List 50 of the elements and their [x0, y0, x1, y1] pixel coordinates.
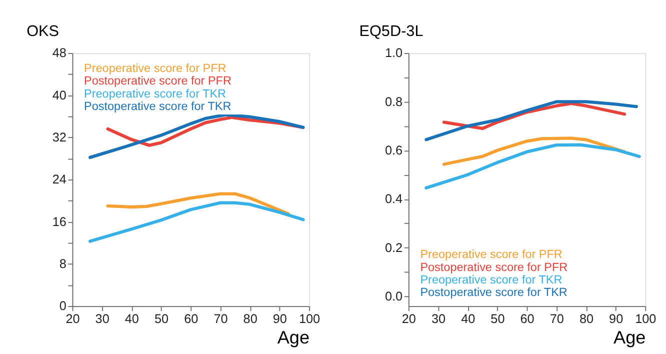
x-tick-label: 80: [243, 312, 258, 326]
chart-title: EQ5D-3L: [359, 22, 424, 40]
x-tick-label: 100: [635, 312, 656, 326]
x-tick-label: 50: [490, 312, 505, 326]
line-series: [424, 100, 638, 142]
x-tick-label: 20: [66, 312, 80, 326]
y-tick-label: 0.2: [385, 240, 403, 255]
x-tick-label: 60: [520, 312, 534, 326]
y-tick-label: 1.0: [385, 46, 403, 60]
series-label: Postoperative score for TKR: [84, 100, 232, 113]
y-tick-label: 16: [52, 214, 66, 229]
y-tick-label: 32: [52, 130, 66, 144]
y-tick-label: 0: [59, 299, 66, 314]
text: Preoperative score for TKR: [420, 274, 562, 286]
text: Preoperative score for PFR: [84, 62, 226, 76]
text: Postoperative score for PFR: [84, 74, 232, 88]
x-tick-label: 40: [461, 312, 476, 326]
line-series: [424, 143, 641, 190]
x-tick-label: 60: [184, 312, 198, 326]
x-axis-title: Age: [277, 328, 310, 348]
line-series: [88, 201, 305, 243]
y-tick-label: 0.0: [385, 289, 403, 304]
y-tick-label: 24: [52, 172, 66, 187]
line-series: [106, 192, 290, 216]
text: Preoperative score for PFR: [420, 248, 562, 262]
y-tick-label: 48: [52, 46, 66, 60]
text: Postoperative score for TKR: [420, 286, 568, 300]
x-axis-title: Age: [614, 328, 646, 348]
y-tick-label: 0.6: [385, 143, 403, 158]
x-tick-label: 50: [154, 312, 169, 326]
x-tick-label: 40: [124, 312, 139, 326]
text: Postoperative score for PFR: [420, 260, 568, 274]
x-tick-label: 90: [272, 312, 287, 326]
x-tick-label: 30: [95, 312, 110, 326]
x-tick-label: 70: [550, 312, 564, 326]
line-series: [442, 136, 626, 166]
x-tick-label: 30: [431, 312, 446, 326]
y-tick-label: 40: [52, 88, 66, 102]
x-tick-label: 90: [609, 312, 624, 326]
x-tick-label: 20: [402, 312, 416, 326]
line-series: [442, 102, 626, 130]
x-tick-label: 70: [214, 312, 228, 326]
chart-title: OKS: [26, 22, 60, 40]
y-tick-label: 0.4: [385, 192, 403, 206]
y-tick-label: 8: [59, 256, 66, 271]
y-tick-label: 0.8: [385, 94, 403, 109]
x-tick-label: 80: [579, 312, 594, 326]
x-tick-label: 100: [298, 312, 320, 326]
text: Preoperative score for TKR: [84, 87, 226, 100]
line-series: [88, 113, 305, 160]
